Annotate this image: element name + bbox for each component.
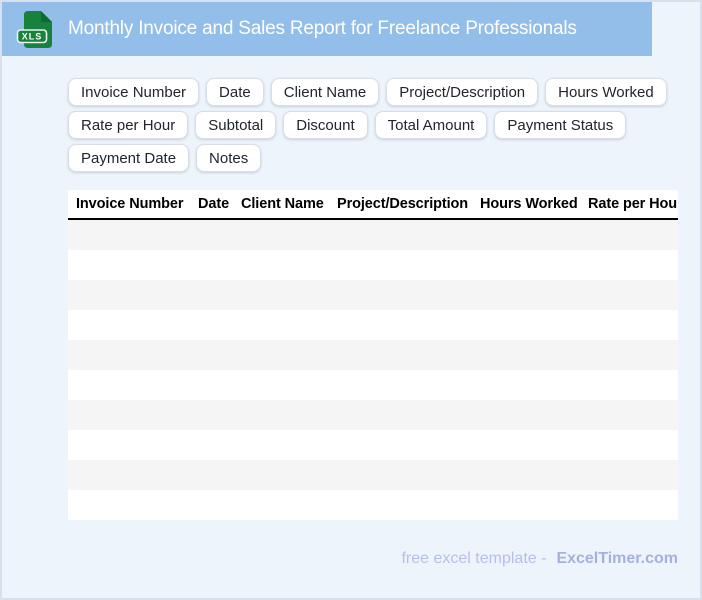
table-header-row: Invoice Number Date Client Name Project/… bbox=[68, 190, 678, 220]
xls-badge-label: XLS bbox=[22, 32, 43, 42]
table-body bbox=[68, 220, 678, 520]
chip-rate-per-hour[interactable]: Rate per Hour bbox=[68, 111, 189, 139]
table-row bbox=[68, 370, 678, 400]
footer-text: free excel template - bbox=[401, 550, 547, 567]
chip-invoice-number[interactable]: Invoice Number bbox=[68, 78, 200, 106]
column-header-hours-worked: Hours Worked bbox=[480, 196, 578, 212]
chip-notes[interactable]: Notes bbox=[196, 144, 262, 172]
chip-row-1: Invoice Number Date Client Name Project/… bbox=[68, 78, 667, 106]
table-row bbox=[68, 490, 678, 520]
table-row bbox=[68, 340, 678, 370]
column-header-date: Date bbox=[198, 196, 230, 212]
chip-date[interactable]: Date bbox=[206, 78, 264, 106]
chip-total-amount[interactable]: Total Amount bbox=[374, 111, 488, 139]
column-header-project-description: Project/Description bbox=[337, 196, 469, 212]
table-row bbox=[68, 460, 678, 490]
xls-file-icon: XLS bbox=[16, 11, 52, 48]
report-table: Invoice Number Date Client Name Project/… bbox=[68, 190, 678, 520]
chip-payment-status[interactable]: Payment Status bbox=[494, 111, 627, 139]
chip-project-description[interactable]: Project/Description bbox=[386, 78, 539, 106]
column-header-invoice-number: Invoice Number bbox=[76, 196, 184, 212]
chip-subtotal[interactable]: Subtotal bbox=[195, 111, 277, 139]
chip-discount[interactable]: Discount bbox=[283, 111, 368, 139]
chip-hours-worked[interactable]: Hours Worked bbox=[545, 78, 667, 106]
chip-payment-date[interactable]: Payment Date bbox=[68, 144, 190, 172]
table-row bbox=[68, 430, 678, 460]
table-row bbox=[68, 220, 678, 250]
footer-brand-link[interactable]: ExcelTimer.com bbox=[556, 550, 678, 567]
chip-row-3: Payment Date Notes bbox=[68, 144, 667, 172]
table-row bbox=[68, 280, 678, 310]
chip-client-name[interactable]: Client Name bbox=[270, 78, 380, 106]
chip-row-2: Rate per Hour Subtotal Discount Total Am… bbox=[68, 111, 667, 139]
footer: free excel template - ExcelTimer.com bbox=[401, 550, 678, 568]
column-header-rate-per-hour: Rate per Hour bbox=[588, 196, 678, 212]
table-row bbox=[68, 400, 678, 430]
header-bar: XLS Monthly Invoice and Sales Report for… bbox=[2, 2, 652, 56]
table-row bbox=[68, 250, 678, 280]
field-chips: Invoice Number Date Client Name Project/… bbox=[68, 78, 667, 177]
table-row bbox=[68, 310, 678, 340]
column-header-client-name: Client Name bbox=[241, 196, 324, 212]
page-title: Monthly Invoice and Sales Report for Fre… bbox=[68, 18, 577, 39]
